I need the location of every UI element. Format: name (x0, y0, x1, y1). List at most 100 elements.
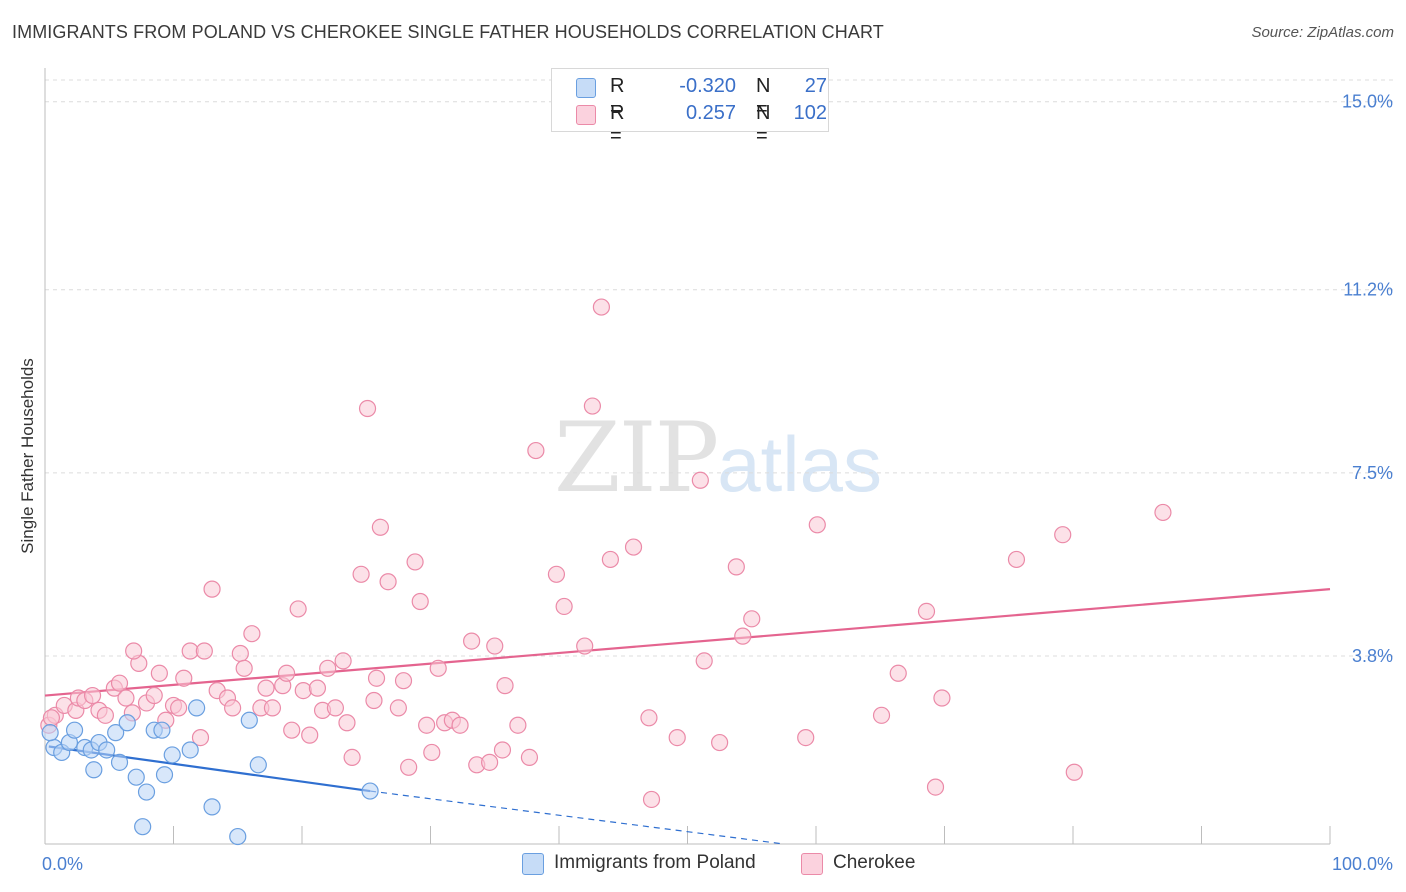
poland-point (229, 827, 247, 846)
legend-r-label: R = (610, 75, 625, 120)
y-tick-label: 3.8% (1352, 646, 1393, 666)
bottom-legend-swatch-poland (522, 853, 544, 875)
legend-n-value: 27 (804, 75, 827, 97)
poland-point (188, 699, 206, 717)
source-label: Source: ZipAtlas.com (1251, 24, 1394, 41)
legend-swatch-poland (576, 78, 596, 98)
y-tick-label: 7.5% (1352, 463, 1393, 483)
watermark-zip: ZIP (554, 402, 719, 514)
cherokee-point (334, 652, 352, 670)
cherokee-point (486, 637, 504, 655)
cherokee-point (400, 758, 418, 776)
cherokee-point (96, 706, 114, 724)
cherokee-point (257, 679, 275, 697)
poland-point (107, 724, 125, 742)
cherokee-point (145, 686, 163, 705)
poland-point (118, 714, 136, 732)
cherokee-point (734, 627, 752, 645)
y-tick-label: 15.0% (1342, 92, 1393, 112)
legend-r-value: 0.257 (685, 102, 736, 124)
cherokee-point (624, 538, 643, 556)
poland-point (163, 746, 181, 764)
watermark: ZIPatlas (554, 402, 882, 514)
bottom-legend-label-cherokee: Cherokee (833, 852, 916, 873)
cherokee-point (117, 689, 135, 707)
cherokee-point (917, 602, 936, 621)
cherokee-point (358, 399, 377, 418)
axes (44, 68, 1331, 845)
cherokee-point (294, 681, 312, 700)
tick-labels: 3.8% 7.5% 11.2% 15.0% 0.0% 100.0% (42, 92, 1393, 874)
cherokee-point (547, 565, 566, 583)
watermark-atlas: atlas (717, 420, 882, 508)
cherokee-point (365, 691, 383, 710)
cherokee-point (527, 441, 545, 460)
poland-point (203, 798, 221, 816)
cherokee-point (555, 597, 573, 616)
cherokee-point (695, 652, 713, 670)
trend-lines (44, 588, 1331, 845)
cherokee-point (509, 716, 527, 734)
cherokee-point (150, 664, 168, 682)
cherokee-point (83, 686, 102, 705)
cherokee-point (601, 550, 620, 569)
cherokee-point (125, 642, 143, 660)
poland-point (155, 766, 174, 784)
cherokee-point (231, 644, 249, 663)
cherokee-point (308, 679, 327, 697)
cherokee-point (463, 632, 481, 650)
cherokee-point (319, 659, 337, 677)
cherokee-point (343, 748, 361, 766)
legend-r-value: -0.320 (679, 75, 736, 97)
cherokee-point (389, 699, 407, 717)
cherokee-point (872, 706, 891, 724)
cherokee-point (1054, 526, 1072, 544)
cherokee-point (808, 516, 826, 534)
cherokee-point (243, 625, 261, 643)
gridlines (45, 79, 1395, 657)
cherokee-point (406, 553, 424, 571)
cherokee-point (301, 726, 319, 744)
cherokee-point (326, 699, 345, 717)
legend-swatch-cherokee (576, 105, 596, 125)
cherokee-point (224, 699, 242, 717)
cherokee-point (203, 580, 221, 598)
cherokee-point (640, 709, 658, 727)
cherokee-point (235, 659, 253, 677)
cherokee-point (711, 733, 729, 752)
poland-point (153, 721, 171, 739)
cherokee-point (394, 672, 413, 690)
cherokee-point (289, 600, 307, 618)
cherokee-point (352, 565, 370, 583)
cherokee-point (263, 699, 282, 717)
poland-point (127, 768, 145, 786)
cherokee-trend-line (44, 588, 1331, 697)
cherokee-point (1065, 763, 1083, 781)
poland-point (41, 724, 59, 742)
cherokee-point (175, 669, 193, 687)
cherokee-point (371, 518, 389, 536)
cherokee-point (451, 716, 469, 734)
cherokee-point (493, 741, 512, 759)
cherokee-point (727, 558, 745, 576)
data-points (40, 298, 1172, 846)
cherokee-point (367, 669, 386, 687)
x-tick-label: 0.0% (42, 854, 83, 874)
cherokee-point (411, 592, 429, 611)
legend-n-label: N = (756, 75, 771, 120)
poland-point (361, 782, 379, 800)
cherokee-point (642, 790, 661, 809)
cherokee-point (592, 298, 611, 316)
legend-n-value: 102 (793, 102, 827, 124)
poland-point (98, 741, 116, 759)
cherokee-point (481, 753, 499, 771)
cherokee-point (418, 716, 436, 734)
poland-point (134, 818, 152, 836)
cherokee-point (520, 748, 539, 766)
cherokee-point (797, 729, 815, 747)
y-tick-label: 11.2% (1343, 280, 1393, 300)
cherokee-point (889, 664, 907, 682)
cherokee-point (496, 677, 514, 695)
poland-point (181, 741, 199, 759)
